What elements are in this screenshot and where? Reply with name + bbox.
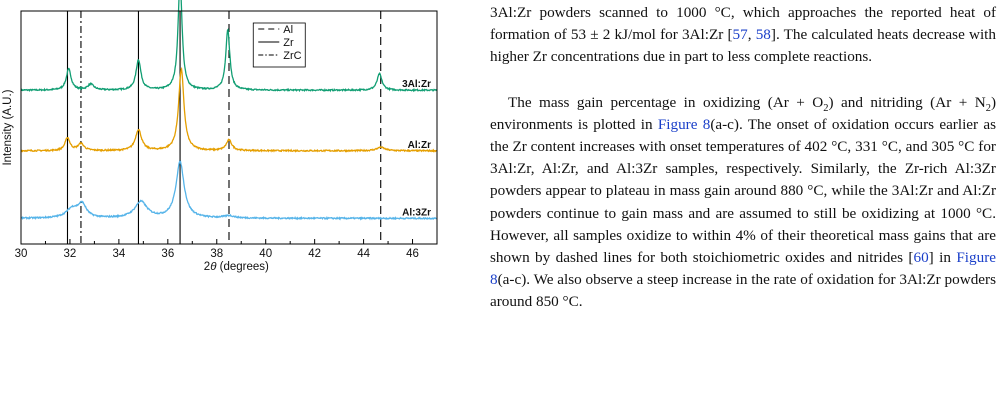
x-axis-label: 2θ (degrees): [204, 261, 269, 273]
x-tick-label-30: 30: [15, 248, 28, 260]
x-tick-label-32: 32: [64, 248, 77, 260]
legend-label-zrc: ZrC: [283, 50, 301, 62]
body-text: 3Al:Zr powders scanned to 1000 °C, which…: [490, 2, 996, 314]
x-tick-label-38: 38: [210, 248, 223, 260]
xrd-figure: 30 32 34 36 38 40 42 44 46 3Al:Zr Al:Zr Al:3Zr Int…: [0, 0, 470, 300]
x-tick-label-36: 36: [161, 248, 174, 260]
x-tick-label-42: 42: [308, 248, 321, 260]
citation-60[interactable]: 60: [913, 249, 929, 267]
legend-label-zr: Zr: [283, 37, 294, 49]
x-tick-label-44: 44: [357, 248, 370, 260]
xrd-chart: 30 32 34 36 38 40 42 44 46 3Al:Zr Al:Zr Al:3Zr Int…: [2, 0, 438, 273]
plot-frame: [20, 10, 438, 245]
citation-57[interactable]: 57: [732, 26, 748, 44]
series-3al-zr-curve: [20, 0, 438, 93]
reference-lines: [66, 11, 382, 244]
series-labels: 3Al:Zr Al:Zr Al:3Zr: [402, 79, 431, 218]
x-tick-label-40: 40: [259, 248, 272, 260]
figure-8-link-2[interactable]: Figure 8: [490, 249, 996, 289]
x-ticks: 30 32 34 36 38 40 42 44 46: [15, 239, 438, 260]
citation-58[interactable]: 58: [755, 26, 771, 44]
series-label-al-3zr: Al:3Zr: [402, 207, 431, 218]
figure-8-link[interactable]: Figure 8: [657, 115, 711, 133]
series-label-al-zr: Al:Zr: [408, 140, 431, 151]
x-tick-label-34: 34: [112, 248, 125, 260]
paragraph-1: 3Al:Zr powders scanned to 1000 °C, which…: [490, 4, 996, 66]
legend-label-al: Al: [283, 24, 293, 36]
series-al-3zr-curve: [20, 160, 438, 221]
series-label-3al-zr: 3Al:Zr: [402, 79, 431, 90]
series-al-zr-curve: [20, 66, 438, 153]
y-axis-label: Intensity (A.U.): [2, 89, 14, 165]
series-curves: [20, 0, 438, 221]
x-tick-label-46: 46: [406, 248, 419, 260]
paragraph-2: The mass gain percentage in oxidizing (A…: [490, 93, 997, 311]
legend-box: [252, 22, 306, 68]
